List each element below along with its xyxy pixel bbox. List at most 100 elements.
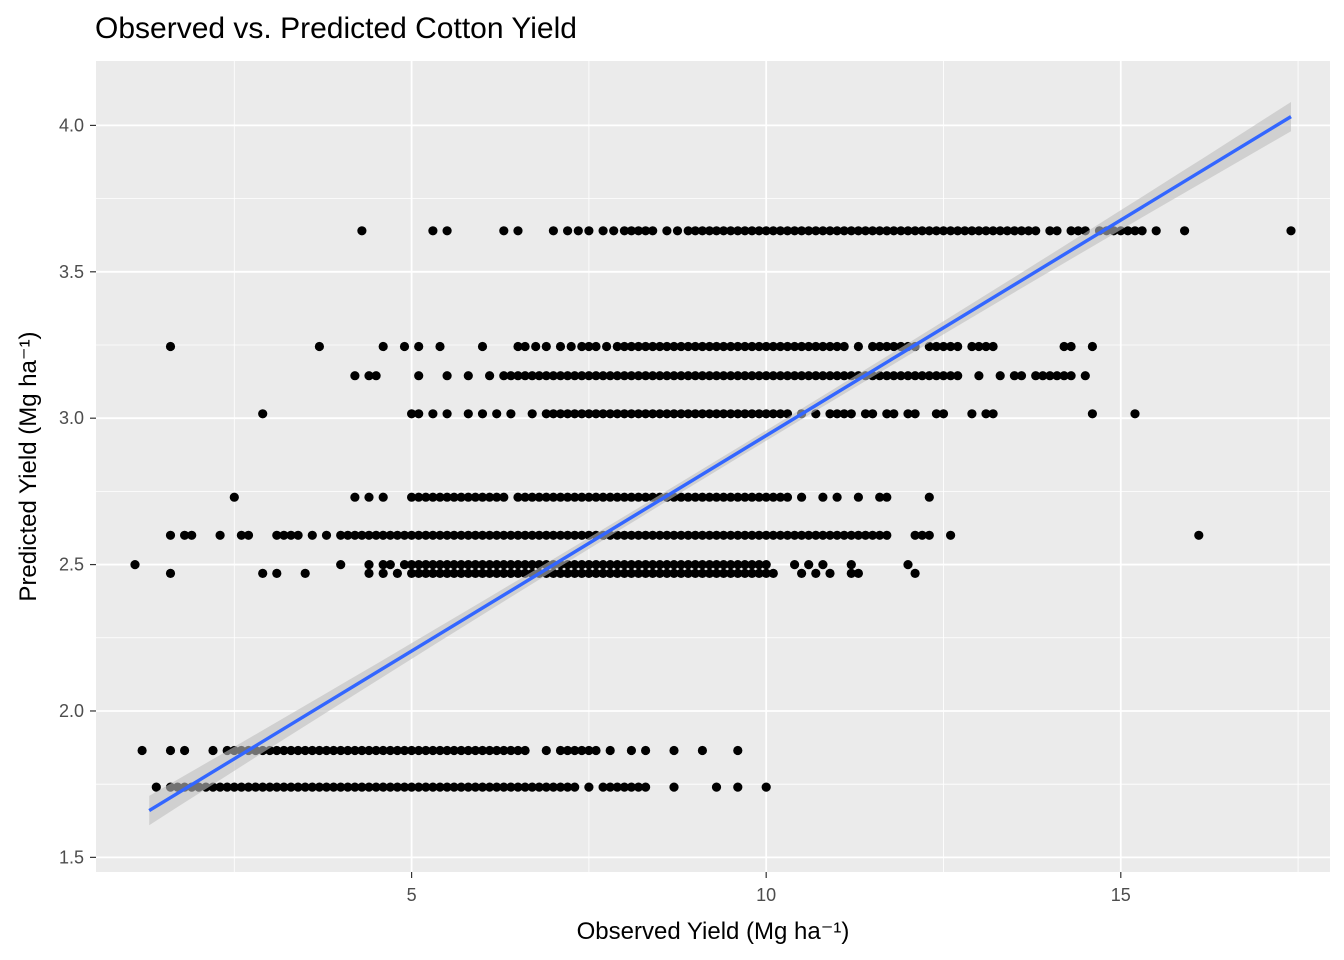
data-point bbox=[414, 745, 424, 756]
data-point bbox=[258, 409, 268, 419]
data-point bbox=[378, 492, 388, 502]
data-point bbox=[513, 560, 523, 570]
data-point bbox=[442, 530, 452, 540]
data-point bbox=[470, 782, 480, 792]
data-point bbox=[889, 409, 899, 419]
data-point bbox=[818, 530, 828, 540]
data-point bbox=[811, 341, 821, 352]
data-point bbox=[357, 226, 367, 236]
data-point bbox=[1059, 371, 1069, 381]
data-point bbox=[648, 560, 658, 570]
data-point bbox=[754, 226, 764, 236]
data-point bbox=[846, 409, 856, 419]
data-point bbox=[641, 226, 651, 236]
data-point bbox=[584, 341, 594, 352]
data-point bbox=[307, 782, 317, 792]
data-point bbox=[385, 560, 395, 570]
data-point bbox=[293, 745, 303, 756]
data-point bbox=[399, 560, 410, 570]
data-point bbox=[953, 371, 963, 381]
data-point bbox=[236, 530, 246, 540]
chart-title: Observed vs. Predicted Cotton Yield bbox=[95, 12, 577, 45]
data-point bbox=[456, 782, 466, 792]
data-point bbox=[130, 560, 140, 570]
data-point bbox=[917, 530, 927, 540]
data-point bbox=[747, 409, 757, 419]
data-point bbox=[846, 530, 856, 540]
data-point bbox=[300, 782, 310, 792]
data-point bbox=[307, 745, 317, 756]
data-point bbox=[733, 782, 743, 792]
data-point bbox=[868, 409, 878, 419]
data-point bbox=[790, 560, 800, 570]
data-point bbox=[846, 560, 856, 570]
data-point bbox=[1130, 226, 1140, 236]
data-point bbox=[839, 371, 849, 381]
data-point bbox=[711, 226, 722, 236]
data-point bbox=[477, 745, 488, 756]
y-tick-label: 3.5 bbox=[59, 262, 84, 282]
data-point bbox=[633, 560, 644, 570]
data-point bbox=[414, 341, 424, 352]
data-point bbox=[329, 782, 339, 792]
data-point bbox=[350, 782, 360, 792]
data-point bbox=[399, 745, 410, 756]
data-point bbox=[1024, 226, 1034, 236]
data-point bbox=[754, 568, 764, 579]
data-point bbox=[229, 782, 239, 792]
data-point bbox=[591, 409, 601, 419]
data-point bbox=[988, 409, 998, 419]
data-point bbox=[577, 745, 587, 756]
data-point bbox=[1009, 226, 1020, 236]
data-point bbox=[414, 568, 424, 579]
data-point bbox=[860, 409, 871, 419]
data-point bbox=[350, 371, 360, 381]
tick-labels: 5 10 15 1.5 2.0 2.5 3.0 3.5 4.0 bbox=[59, 115, 1131, 905]
data-point bbox=[768, 530, 778, 540]
data-point bbox=[570, 530, 580, 540]
data-point bbox=[485, 530, 495, 540]
data-point bbox=[584, 226, 594, 236]
data-point bbox=[889, 371, 899, 381]
data-point bbox=[293, 782, 303, 792]
data-point bbox=[648, 341, 658, 352]
data-point bbox=[747, 492, 757, 502]
data-point bbox=[470, 560, 480, 570]
data-point bbox=[137, 745, 147, 756]
data-point bbox=[910, 568, 920, 579]
data-point bbox=[1009, 371, 1020, 381]
data-point bbox=[605, 782, 615, 792]
data-point bbox=[598, 568, 608, 579]
x-tick-label: 10 bbox=[756, 885, 776, 905]
data-point bbox=[563, 782, 573, 792]
data-point bbox=[612, 560, 622, 570]
data-point bbox=[584, 409, 594, 419]
data-point bbox=[782, 492, 793, 502]
data-point bbox=[506, 745, 516, 756]
data-point bbox=[697, 409, 708, 419]
data-point bbox=[577, 492, 587, 502]
data-point bbox=[612, 341, 622, 352]
data-point bbox=[442, 226, 452, 236]
data-point bbox=[719, 530, 729, 540]
data-point bbox=[300, 568, 310, 579]
data-point bbox=[676, 560, 686, 570]
data-point bbox=[960, 226, 970, 236]
data-point bbox=[414, 371, 424, 381]
data-point bbox=[704, 341, 715, 352]
data-point bbox=[868, 530, 878, 540]
major-gridlines bbox=[96, 61, 1330, 872]
data-point bbox=[570, 409, 580, 419]
data-point bbox=[768, 492, 778, 502]
data-point bbox=[251, 782, 261, 792]
data-point bbox=[931, 341, 942, 352]
data-point bbox=[577, 530, 587, 540]
data-point bbox=[633, 341, 644, 352]
data-point bbox=[740, 371, 750, 381]
data-point bbox=[889, 226, 899, 236]
data-point bbox=[924, 492, 934, 502]
data-point bbox=[534, 530, 544, 540]
data-point bbox=[435, 492, 445, 502]
data-point bbox=[414, 409, 424, 419]
data-point bbox=[726, 371, 736, 381]
